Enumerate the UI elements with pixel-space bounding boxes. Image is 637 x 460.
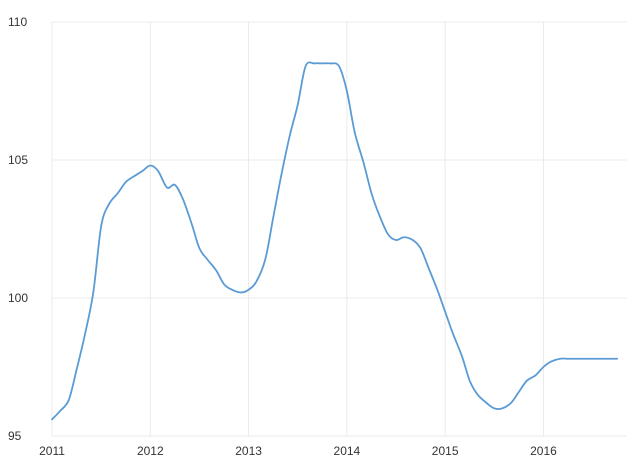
- x-tick-label: 2015: [432, 444, 459, 458]
- x-tick-label: 2012: [137, 444, 164, 458]
- y-tick-label: 110: [8, 15, 27, 29]
- y-tick-label: 105: [8, 153, 28, 167]
- series-line: [51, 61, 619, 421]
- y-tick-label: 95: [8, 429, 22, 443]
- grid: [51, 21, 627, 437]
- x-tick-label: 2016: [530, 444, 557, 458]
- x-axis-ticks: 2011 2012 2013 2014 2015 2016: [39, 444, 557, 458]
- x-tick-label: 2013: [235, 444, 262, 458]
- series-layer: [51, 61, 619, 421]
- x-tick-label: 2011: [39, 444, 65, 458]
- x-tick-label: 2014: [334, 444, 361, 458]
- y-tick-label: 100: [8, 291, 28, 305]
- y-axis-ticks: 95 100 105 110: [8, 15, 28, 443]
